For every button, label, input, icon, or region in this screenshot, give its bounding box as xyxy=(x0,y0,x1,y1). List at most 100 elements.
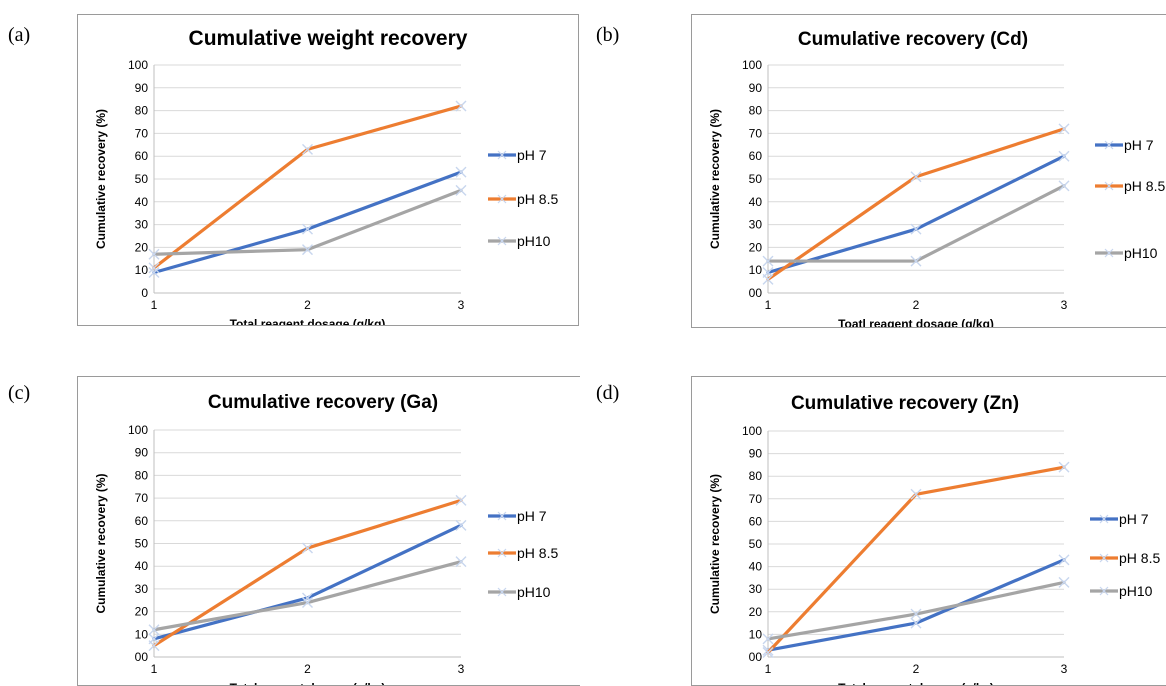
x-axis-label: Total reagent dosage (g/kg) xyxy=(230,317,386,325)
data-point-marker xyxy=(455,494,467,506)
legend-entry: pH 8.5 xyxy=(1095,178,1165,194)
x-tick-label: 3 xyxy=(1061,662,1068,676)
y-tick-label: 70 xyxy=(135,491,149,505)
data-point-marker xyxy=(302,597,313,609)
y-tick-label: 40 xyxy=(135,559,149,573)
legend-label: pH 7 xyxy=(1124,137,1154,153)
legend-entry: pH10 xyxy=(1090,583,1153,599)
y-tick-label: 00 xyxy=(749,650,763,664)
y-tick-label: 60 xyxy=(749,149,763,163)
line-chart-a: Cumulative weight recovery 0 10 20 30 40 50 60 7… xyxy=(94,27,558,325)
y-tick-label: 20 xyxy=(135,240,149,254)
data-point-marker xyxy=(1058,554,1070,566)
legend-entry: pH 7 xyxy=(1090,511,1149,527)
series-line xyxy=(766,580,1066,641)
data-point-marker xyxy=(910,171,922,183)
y-tick-label: 90 xyxy=(135,446,149,460)
y-tick-label: 100 xyxy=(128,423,148,437)
x-tick-label: 1 xyxy=(151,662,158,676)
y-tick-label: 90 xyxy=(135,81,149,95)
data-point-marker xyxy=(1058,150,1070,162)
y-tick-label: 30 xyxy=(749,218,763,232)
legend-label: pH 8.5 xyxy=(1119,550,1160,566)
legend-entry: pH 8.5 xyxy=(1090,550,1160,566)
data-point-marker xyxy=(455,184,467,196)
series-line xyxy=(152,104,463,270)
data-point-marker xyxy=(762,646,774,658)
legend-entry: pH10 xyxy=(488,233,551,249)
data-point-marker xyxy=(148,640,160,652)
y-tick-label: 90 xyxy=(749,447,763,461)
x-axis-label: Total reagent dosage (g/kg) xyxy=(838,681,994,685)
y-tick-label: 60 xyxy=(135,149,149,163)
y-tick-label: 60 xyxy=(135,514,149,528)
x-tick-label: 3 xyxy=(458,662,465,676)
series-line xyxy=(152,170,463,275)
series-line xyxy=(766,154,1066,275)
x-tick-label: 2 xyxy=(913,662,920,676)
y-tick-label: 80 xyxy=(749,469,763,483)
panel-label-c: (c) xyxy=(8,382,31,404)
data-point-marker xyxy=(1058,123,1070,135)
legend-label: pH 8.5 xyxy=(517,545,558,561)
data-point-marker xyxy=(910,255,922,267)
data-point-marker xyxy=(910,617,922,629)
y-tick-label: 50 xyxy=(749,172,763,186)
y-tick-label: 10 xyxy=(135,263,149,277)
chart-title: Cumulative recovery (Ga) xyxy=(208,392,438,413)
y-tick-label: 30 xyxy=(135,582,149,596)
x-axis-label: Toatl reagent dosage (g/kg) xyxy=(838,317,994,327)
x-tick-label: 2 xyxy=(304,298,311,312)
y-tick-label: 10 xyxy=(749,263,763,277)
chart-title: Cumulative recovery (Cd) xyxy=(798,29,1028,50)
y-tick-label: 20 xyxy=(749,605,763,619)
legend-label: pH 8.5 xyxy=(517,191,558,207)
legend-entry: pH 7 xyxy=(1095,137,1154,153)
data-point-marker xyxy=(762,633,774,645)
data-point-marker xyxy=(302,244,313,256)
y-tick-label: 80 xyxy=(135,104,149,118)
y-tick-label: 20 xyxy=(749,240,763,254)
legend-label: pH 7 xyxy=(1119,511,1149,527)
x-tick-label: 2 xyxy=(913,298,920,312)
x-tick-label: 1 xyxy=(765,298,772,312)
data-point-marker xyxy=(910,608,922,620)
x-tick-label: 1 xyxy=(765,662,772,676)
data-point-marker xyxy=(148,624,160,636)
data-point-marker xyxy=(455,519,467,531)
legend-entry: pH 8.5 xyxy=(488,191,558,207)
legend-label: pH10 xyxy=(1124,245,1158,261)
data-point-marker xyxy=(455,100,467,112)
panel-label-a: (a) xyxy=(8,24,31,46)
chart-panel-a: Cumulative weight recovery 0 10 20 30 40 50 60 7… xyxy=(77,14,579,326)
data-point-marker xyxy=(148,266,160,278)
x-tick-label: 2 xyxy=(304,662,311,676)
y-tick-label: 70 xyxy=(135,126,149,140)
y-axis-label: Cumulative recovery (%) xyxy=(94,109,108,249)
y-tick-label: 100 xyxy=(742,424,762,438)
series-line xyxy=(152,188,463,256)
y-axis-label: Cumulative recovery (%) xyxy=(708,109,722,249)
chart-title: Cumulative recovery (Zn) xyxy=(791,393,1019,414)
line-chart-d: Cumulative recovery (Zn) 00 10 20 30 40 50 60 70… xyxy=(708,393,1160,685)
x-tick-label: 3 xyxy=(1061,298,1068,312)
data-point-marker xyxy=(1058,576,1070,588)
y-tick-label: 50 xyxy=(135,537,149,551)
line-chart-c: Cumulative recovery (Ga) 00 10 20 30 40 50 60 70… xyxy=(94,392,558,685)
legend-entry: pH10 xyxy=(488,584,551,600)
panel-label-b: (b) xyxy=(596,24,620,46)
y-tick-label: 100 xyxy=(742,58,762,72)
y-tick-label: 0 xyxy=(141,286,148,300)
legend-label: pH 7 xyxy=(517,508,547,524)
data-point-marker xyxy=(302,542,313,554)
legend-entry: pH 7 xyxy=(488,147,547,163)
panel-label-d: (d) xyxy=(596,382,620,404)
legend-entry: pH10 xyxy=(1095,245,1158,261)
y-tick-label: 90 xyxy=(749,81,763,95)
data-point-marker xyxy=(302,223,313,235)
y-tick-label: 100 xyxy=(128,58,148,72)
legend-entry: pH 7 xyxy=(488,508,547,524)
y-tick-label: 20 xyxy=(135,605,149,619)
y-tick-label: 60 xyxy=(749,514,763,528)
y-axis-label: Cumulative recovery (%) xyxy=(94,473,108,613)
